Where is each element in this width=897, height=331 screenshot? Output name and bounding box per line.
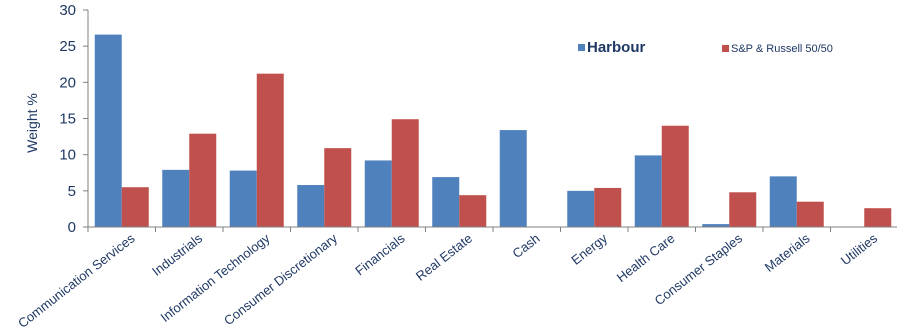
y-tick-label: 10 <box>59 147 76 164</box>
legend: Harbour S&P & Russell 50/50 <box>578 39 833 56</box>
x-tick-label: Communication Services <box>15 230 138 331</box>
bars <box>94 34 892 227</box>
bar-harbour <box>432 177 460 227</box>
bar-harbour <box>297 185 325 227</box>
legend-swatch-sp-russell <box>722 45 729 52</box>
x-tick-label: Consumer Discretionary <box>221 230 341 328</box>
x-axis: Communication Services IndustrialsInforma… <box>15 226 897 331</box>
y-tick-label: 15 <box>59 111 76 128</box>
bar-sp-russell <box>391 119 419 227</box>
x-tick-label: Energy <box>568 230 610 267</box>
bar-sp-russell <box>121 187 149 227</box>
x-tick-label: Health Care <box>614 231 678 286</box>
bar-sp-russell <box>459 195 487 227</box>
bar-sp-russell <box>594 187 622 227</box>
bar-harbour <box>364 160 392 227</box>
bar-harbour <box>769 176 797 227</box>
bar-sp-russell <box>324 148 352 227</box>
y-tick-label: 20 <box>59 74 76 91</box>
bar-sp-russell <box>256 73 284 227</box>
bar-harbour <box>94 34 122 227</box>
y-axis-title: Weight % <box>24 93 40 153</box>
y-tick-label: 0 <box>68 219 76 236</box>
x-tick-label: Information Technology <box>158 230 273 325</box>
x-tick-label: Materials <box>762 230 813 275</box>
bar-harbour <box>162 169 190 227</box>
legend-swatch-harbour <box>578 44 585 51</box>
bar-harbour <box>499 130 527 227</box>
bar-sp-russell <box>864 208 892 227</box>
legend-label-harbour: Harbour <box>587 39 646 56</box>
bar-sp-russell <box>189 133 217 227</box>
y-tick-label: 5 <box>68 183 76 200</box>
legend-label-sp-russell: S&P & Russell 50/50 <box>731 43 833 55</box>
x-tick-label: Cash <box>509 231 542 262</box>
x-tick-label: Industrials <box>149 230 205 279</box>
bar-harbour <box>567 190 595 227</box>
y-axis: 0 5 10 15 20 25 30 <box>59 2 89 236</box>
x-tick-label: Financials <box>352 230 408 278</box>
x-tick-label: Real Estate <box>413 231 475 284</box>
bar-sp-russell <box>729 192 757 227</box>
y-tick-label: 25 <box>59 38 76 55</box>
bar-sp-russell <box>661 125 689 227</box>
y-tick-label: 30 <box>59 2 76 19</box>
x-tick-label: Utilities <box>838 230 881 268</box>
bar-harbour <box>634 155 662 227</box>
bar-sp-russell <box>796 201 824 227</box>
bar-harbour <box>702 224 730 227</box>
bar-harbour <box>229 170 257 227</box>
